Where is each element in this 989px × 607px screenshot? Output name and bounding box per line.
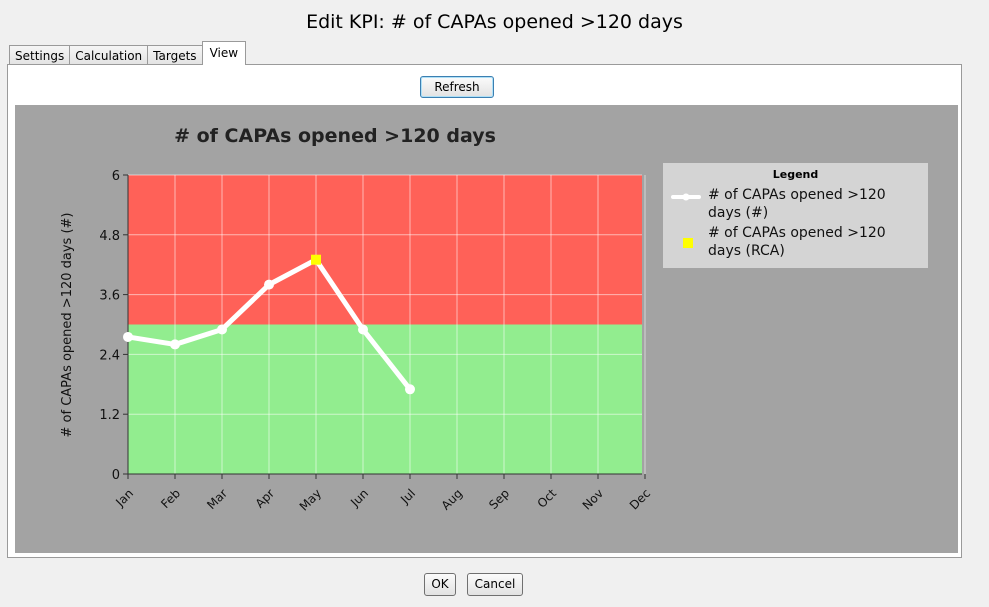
rca-marker (311, 254, 321, 265)
data-point (358, 324, 368, 335)
data-point (170, 339, 180, 350)
tab-targets[interactable]: Targets (147, 45, 203, 65)
cancel-button[interactable]: Cancel (467, 573, 523, 596)
legend-square-marker-icon (683, 238, 693, 248)
x-tick-label: Nov (580, 486, 606, 512)
y-axis-label: # of CAPAs opened >120 days (#) (60, 213, 75, 438)
dialog-title: Edit KPI: # of CAPAs opened >120 days (306, 11, 683, 33)
y-tick-label: 1.2 (99, 408, 120, 423)
x-tick-label: Apr (253, 486, 278, 511)
tab-calculation[interactable]: Calculation (69, 45, 149, 65)
legend-title: Legend (772, 168, 819, 181)
tab-bar: Settings Calculation Targets View (9, 41, 247, 65)
kpi-chart: # of CAPAs opened >120 days # of CAPAs o… (15, 105, 958, 553)
chart-canvas: # of CAPAs opened >120 days # of CAPAs o… (60, 125, 653, 514)
chart-title: # of CAPAs opened >120 days (174, 125, 496, 147)
ok-button[interactable]: OK (424, 573, 456, 596)
legend-label: # of CAPAs opened >120 days (RCA) (708, 225, 886, 259)
tab-settings[interactable]: Settings (9, 45, 71, 65)
y-tick-label: 3.6 (99, 289, 120, 304)
data-point (217, 324, 227, 335)
x-tick-label: Oct (535, 486, 560, 511)
data-point (405, 384, 415, 395)
x-tick-label: Jan (112, 486, 136, 510)
above-target-band (128, 175, 642, 325)
x-tick-label: Jun (347, 486, 371, 510)
x-tick-label: Jul (397, 486, 418, 507)
x-tick-label: May (297, 486, 324, 513)
below-target-band (128, 324, 642, 474)
x-tick-label: Mar (204, 486, 230, 512)
x-tick-label: Feb (158, 486, 183, 511)
data-point (264, 279, 274, 290)
data-point (123, 331, 133, 342)
view-panel: Refresh # of CAPAs opened >120 days # of… (7, 64, 962, 558)
legend-label: # of CAPAs opened >120 days (#) (708, 187, 886, 221)
x-tick-label: Aug (439, 486, 465, 512)
y-tick-label: 2.4 (99, 348, 120, 363)
y-tick-label: 4.8 (99, 229, 120, 244)
legend-line-marker-icon (671, 193, 701, 201)
x-tick-label: Dec (627, 486, 653, 512)
chart-legend: Legend # of CAPAs opened >120 days (#) #… (663, 163, 928, 268)
tab-view[interactable]: View (201, 41, 247, 65)
x-tick-label: Sep (486, 486, 512, 512)
refresh-button[interactable]: Refresh (420, 76, 494, 98)
y-tick-label: 0 (112, 468, 120, 483)
y-tick-label: 6 (112, 169, 120, 184)
